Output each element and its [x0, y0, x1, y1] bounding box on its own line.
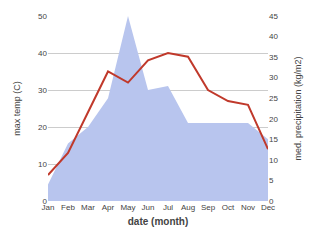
svg-text:Jan: Jan: [42, 203, 55, 212]
svg-text:40: 40: [38, 49, 47, 58]
svg-text:May: May: [120, 203, 135, 212]
svg-text:Jun: Jun: [142, 203, 155, 212]
svg-text:20: 20: [269, 115, 278, 124]
svg-text:med. precipitation (kg/m2): med. precipitation (kg/m2): [293, 56, 303, 160]
svg-text:Apr: Apr: [102, 203, 115, 212]
svg-text:45: 45: [269, 12, 278, 21]
svg-text:30: 30: [269, 73, 278, 82]
svg-text:40: 40: [269, 32, 278, 41]
svg-text:35: 35: [269, 53, 278, 62]
svg-text:30: 30: [38, 86, 47, 95]
svg-text:15: 15: [269, 135, 278, 144]
svg-text:Jul: Jul: [163, 203, 173, 212]
svg-text:max temp (C): max temp (C): [12, 81, 22, 136]
svg-text:Dec: Dec: [261, 203, 275, 212]
svg-text:0: 0: [43, 197, 48, 206]
svg-text:Oct: Oct: [222, 203, 235, 212]
svg-text:Sep: Sep: [201, 203, 216, 212]
svg-text:0: 0: [269, 197, 274, 206]
svg-text:10: 10: [269, 156, 278, 165]
svg-text:date (month): date (month): [128, 216, 189, 227]
svg-text:5: 5: [269, 176, 274, 185]
svg-text:20: 20: [38, 123, 47, 132]
svg-text:10: 10: [38, 160, 47, 169]
svg-text:25: 25: [269, 94, 278, 103]
svg-text:50: 50: [38, 12, 47, 21]
svg-text:Mar: Mar: [81, 203, 95, 212]
svg-text:Aug: Aug: [181, 203, 195, 212]
svg-text:Feb: Feb: [61, 203, 75, 212]
svg-text:Nov: Nov: [241, 203, 255, 212]
